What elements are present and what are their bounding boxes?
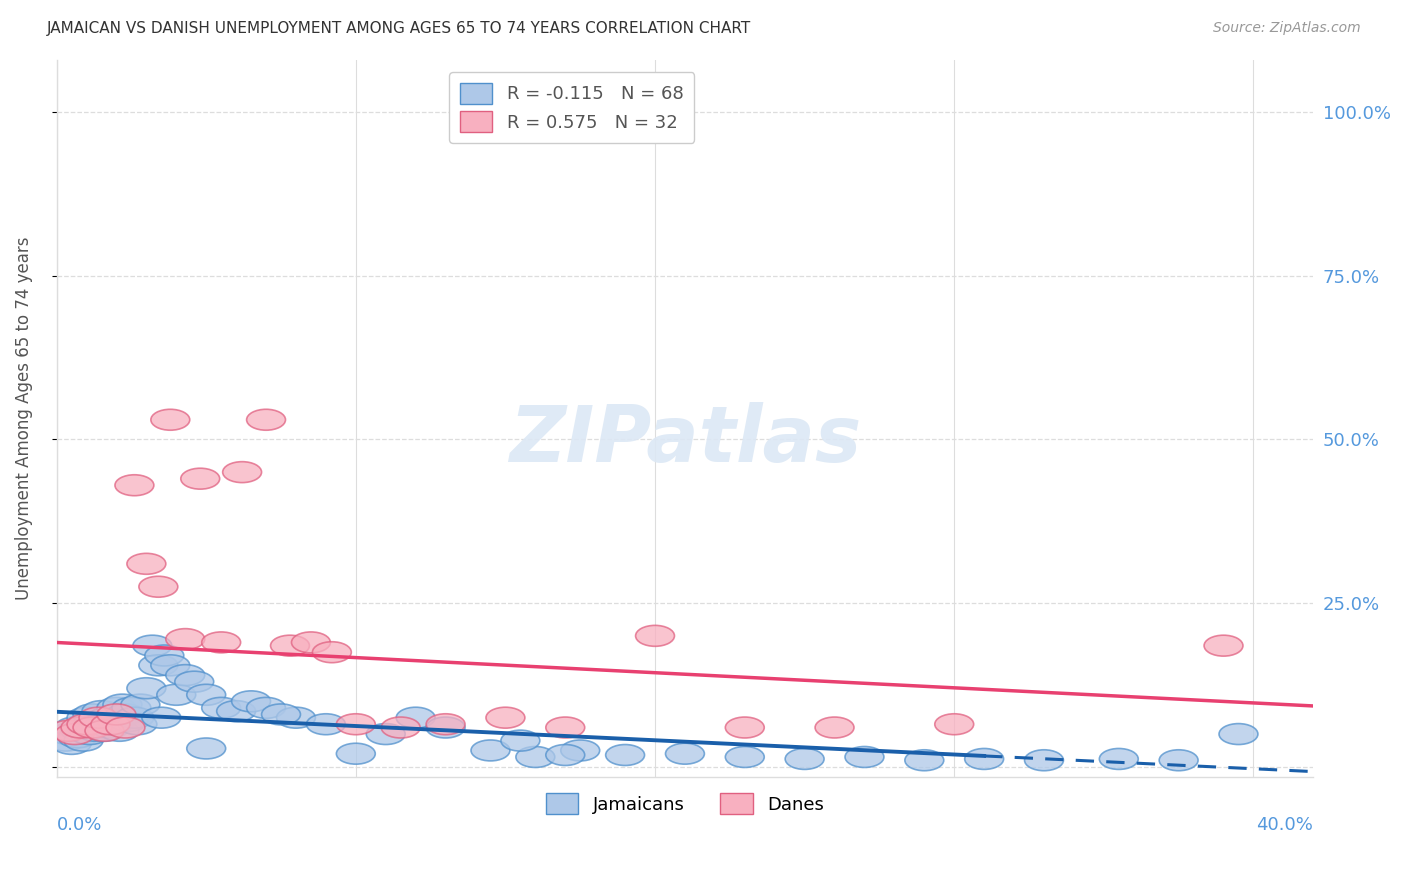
Text: JAMAICAN VS DANISH UNEMPLOYMENT AMONG AGES 65 TO 74 YEARS CORRELATION CHART: JAMAICAN VS DANISH UNEMPLOYMENT AMONG AG…	[46, 21, 751, 36]
Text: 40.0%: 40.0%	[1257, 816, 1313, 834]
Y-axis label: Unemployment Among Ages 65 to 74 years: Unemployment Among Ages 65 to 74 years	[15, 236, 32, 599]
Text: Source: ZipAtlas.com: Source: ZipAtlas.com	[1213, 21, 1361, 35]
Legend: Jamaicans, Danes: Jamaicans, Danes	[538, 786, 831, 822]
Text: ZIPatlas: ZIPatlas	[509, 401, 860, 477]
Text: 0.0%: 0.0%	[56, 816, 103, 834]
